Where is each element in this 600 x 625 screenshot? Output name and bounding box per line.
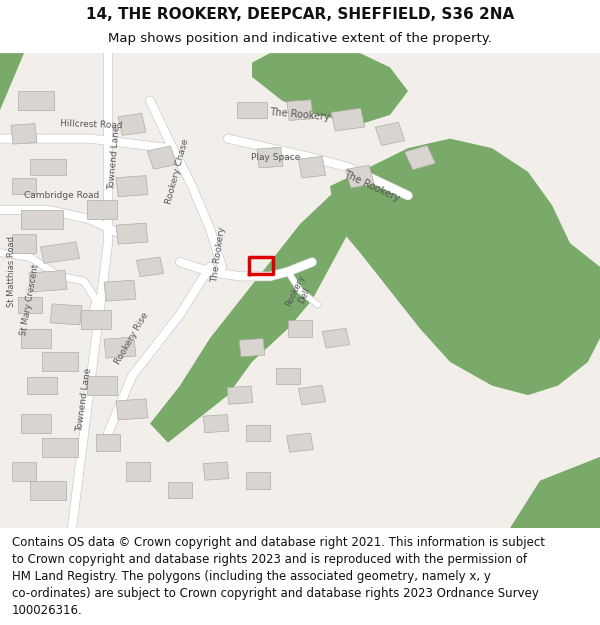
Bar: [12, 462, 36, 481]
Polygon shape: [330, 139, 600, 395]
Bar: [237, 102, 267, 119]
Text: Cambridge Road: Cambridge Road: [24, 191, 99, 200]
Bar: [257, 148, 283, 168]
Bar: [246, 425, 270, 441]
Bar: [21, 210, 63, 229]
Text: The Rookery: The Rookery: [343, 169, 401, 204]
Bar: [404, 146, 436, 170]
Bar: [116, 399, 148, 420]
Bar: [12, 177, 36, 194]
Bar: [276, 368, 300, 384]
Text: Play Space: Play Space: [251, 153, 301, 162]
Bar: [322, 328, 350, 348]
Bar: [29, 271, 67, 292]
Text: St Mary Crescent: St Mary Crescent: [19, 264, 41, 336]
Text: The Rookery: The Rookery: [211, 227, 227, 283]
Polygon shape: [150, 186, 360, 442]
Bar: [18, 296, 42, 313]
Text: St Matthias Road: St Matthias Road: [7, 236, 17, 307]
Text: Hillcrest Road: Hillcrest Road: [60, 119, 123, 130]
Bar: [227, 386, 253, 404]
Bar: [40, 242, 80, 263]
Bar: [50, 304, 82, 325]
Bar: [87, 376, 117, 395]
Bar: [246, 472, 270, 489]
Bar: [287, 100, 313, 121]
Bar: [239, 339, 265, 357]
Bar: [136, 257, 164, 277]
Bar: [287, 433, 313, 452]
Bar: [148, 146, 176, 169]
Text: Townend Lane: Townend Lane: [107, 125, 121, 190]
Bar: [18, 91, 54, 110]
Bar: [11, 124, 37, 144]
Bar: [126, 462, 150, 481]
Bar: [346, 166, 374, 188]
Text: Contains OS data © Crown copyright and database right 2021. This information is : Contains OS data © Crown copyright and d…: [12, 536, 545, 617]
Bar: [116, 223, 148, 244]
Bar: [376, 122, 404, 146]
Polygon shape: [252, 53, 408, 124]
Bar: [87, 201, 117, 219]
Bar: [116, 176, 148, 197]
Bar: [203, 414, 229, 432]
Bar: [21, 329, 51, 348]
Polygon shape: [510, 457, 600, 528]
Bar: [104, 280, 136, 301]
Bar: [288, 320, 312, 337]
Bar: [203, 462, 229, 480]
Text: Map shows position and indicative extent of the property.: Map shows position and indicative extent…: [108, 32, 492, 45]
Bar: [331, 108, 365, 131]
Bar: [42, 438, 78, 457]
Bar: [168, 482, 192, 499]
Bar: [118, 113, 146, 136]
Bar: [42, 352, 78, 371]
Bar: [298, 385, 326, 405]
Bar: [12, 234, 36, 253]
Bar: [30, 481, 66, 499]
Text: Townend Lane: Townend Lane: [75, 368, 93, 432]
Bar: [81, 309, 111, 329]
Bar: [27, 378, 57, 394]
Bar: [298, 156, 326, 178]
Bar: [21, 414, 51, 433]
Text: Rookery Rise: Rookery Rise: [113, 311, 151, 366]
Text: 14, THE ROOKERY, DEEPCAR, SHEFFIELD, S36 2NA: 14, THE ROOKERY, DEEPCAR, SHEFFIELD, S36…: [86, 8, 514, 22]
Text: The Rookery: The Rookery: [269, 107, 331, 122]
Polygon shape: [0, 53, 24, 110]
Bar: [96, 434, 120, 451]
Text: Rookery Chase: Rookery Chase: [164, 138, 190, 206]
Bar: [104, 337, 136, 358]
Bar: [30, 159, 66, 176]
Text: Rookery
Dell: Rookery Dell: [284, 273, 316, 312]
